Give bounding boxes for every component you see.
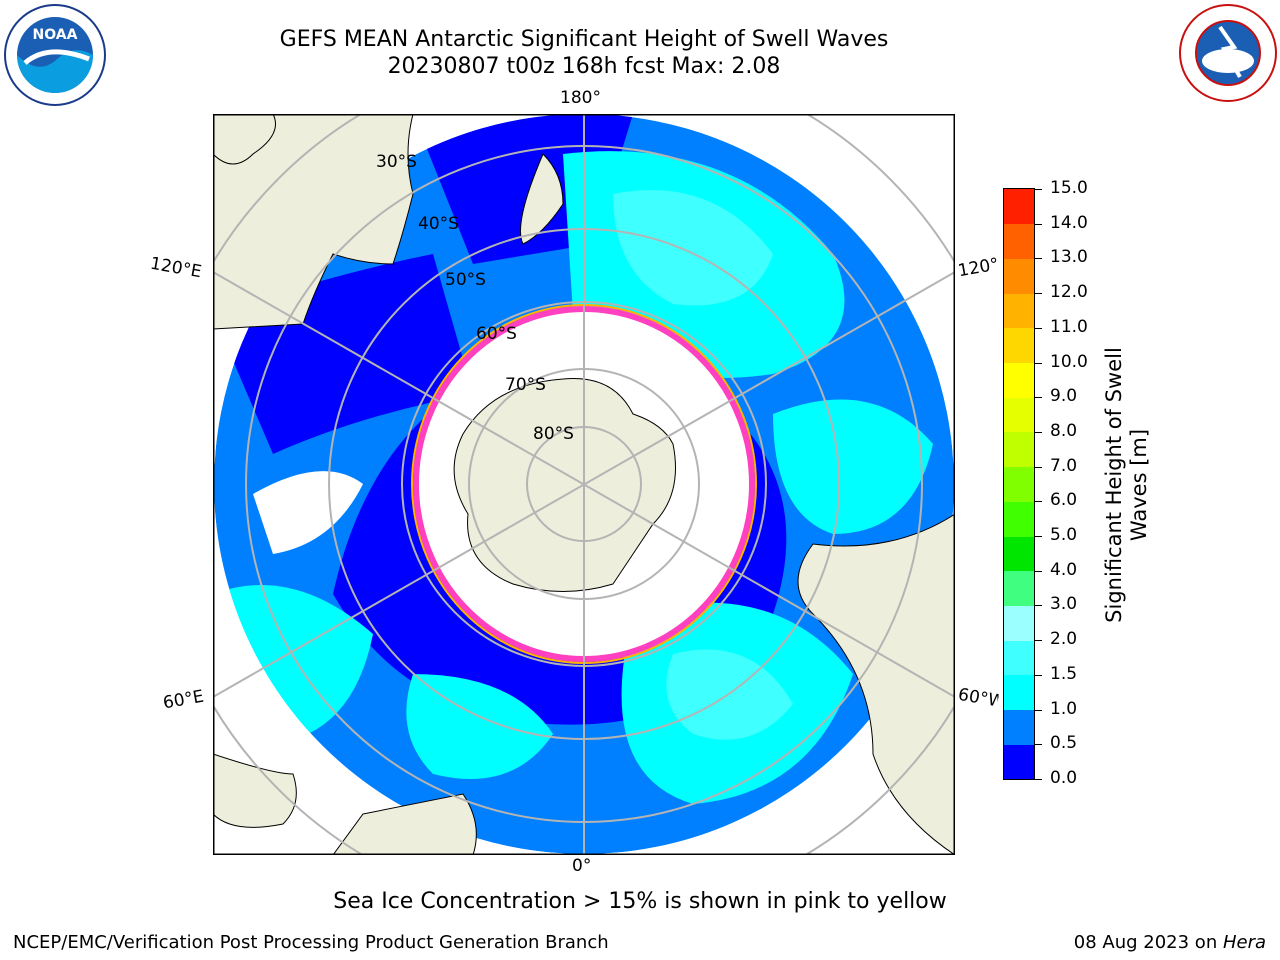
colorbar-tick: [1034, 674, 1042, 676]
colorbar-title-line1: Significant Height of Swell: [1102, 347, 1126, 623]
colorbar-segment: [1004, 189, 1034, 225]
colorbar-segment: [1004, 570, 1034, 606]
map-title: GEFS MEAN Antarctic Significant Height o…: [279, 27, 889, 52]
lon-label-120e: 120°E: [148, 253, 204, 283]
colorbar-tick: [1034, 258, 1042, 260]
colorbar-title-line2: Waves [m]: [1127, 428, 1151, 542]
lon-label-60w: 60°W: [956, 684, 1000, 712]
lat-label-60s: 60°S: [476, 324, 517, 344]
colorbar-tick-label: 1.0: [1050, 698, 1078, 719]
colorbar-tick: [1034, 640, 1042, 642]
colorbar-tick-label: 13.0: [1050, 247, 1088, 268]
colorbar-segment: [1004, 536, 1034, 572]
lat-label-30s: 30°S: [376, 152, 417, 172]
colorbar-tick: [1034, 189, 1042, 190]
colorbar-tick: [1034, 397, 1042, 399]
lon-label-120w: 120°W: [956, 254, 1000, 282]
colorbar-tick: [1034, 223, 1042, 225]
colorbar-tick-label: 2.0: [1050, 629, 1078, 650]
colorbar-tick: [1034, 327, 1042, 329]
colorbar-tick: [1034, 570, 1042, 572]
lat-label-80s: 80°S: [533, 424, 574, 444]
colorbar-segment: [1004, 327, 1034, 364]
lat-label-50s: 50°S: [445, 270, 486, 290]
lon-label-0: 0°: [572, 856, 592, 876]
noaa-logo-text: NOAA: [33, 27, 78, 43]
colorbar-segment: [1004, 640, 1034, 676]
colorbar-segment: [1004, 397, 1034, 433]
footer-credit: NCEP/EMC/Verification Post Processing Pr…: [13, 932, 609, 953]
lon-label-60e: 60°E: [161, 686, 206, 714]
lon-label-180: 180°: [560, 88, 601, 108]
colorbar: [1003, 188, 1035, 780]
colorbar-segment: [1004, 501, 1034, 537]
colorbar-tick: [1034, 501, 1042, 503]
footer-date-text: 08 Aug 2023 on: [1073, 932, 1223, 953]
colorbar-tick-label: 4.0: [1050, 559, 1078, 580]
lat-label-40s: 40°S: [418, 214, 459, 234]
sea-ice-note: Sea Ice Concentration > 15% is shown in …: [333, 889, 947, 914]
colorbar-segment: [1004, 605, 1034, 641]
colorbar-tick-label: 14.0: [1050, 212, 1088, 233]
colorbar-tick-label: 8.0: [1050, 420, 1078, 441]
colorbar-tick: [1034, 709, 1042, 711]
colorbar-tick-label: 10.0: [1050, 351, 1088, 372]
colorbar-tick-label: 12.0: [1050, 282, 1088, 303]
colorbar-tick-label: 1.5: [1050, 663, 1078, 684]
colorbar-tick-label: 0.5: [1050, 733, 1078, 754]
colorbar-tick: [1034, 431, 1042, 433]
colorbar-tick: [1034, 536, 1042, 538]
land: [213, 114, 955, 855]
colorbar-segment: [1004, 466, 1034, 502]
colorbar-tick: [1034, 605, 1042, 607]
colorbar-tick-label: 6.0: [1050, 490, 1078, 511]
colorbar-tick-label: 15.0: [1050, 178, 1088, 198]
lat-label-70s: 70°S: [505, 375, 546, 395]
colorbar-tick: [1034, 779, 1042, 780]
footer-host: Hera: [1222, 932, 1266, 953]
graticule: [213, 114, 955, 855]
colorbar-tick: [1034, 466, 1042, 468]
colorbar-tick: [1034, 293, 1042, 295]
colorbar-tick: [1034, 362, 1042, 364]
footer-date: 08 Aug 2023 on Hera: [1074, 932, 1266, 953]
colorbar-segment: [1004, 744, 1034, 780]
colorbar-segment: [1004, 258, 1034, 294]
colorbar-segment: [1004, 362, 1034, 398]
colorbar-tick-label: 3.0: [1050, 594, 1078, 615]
noaa-logo: NOAA: [4, 4, 106, 106]
colorbar-tick-label: 9.0: [1050, 386, 1078, 407]
colorbar-tick-label: 0.0: [1050, 768, 1078, 788]
colorbar-tick-label: 7.0: [1050, 455, 1078, 476]
polar-map: [213, 114, 955, 855]
colorbar-segment: [1004, 223, 1034, 259]
colorbar-segment: [1004, 293, 1034, 329]
colorbar-segment: [1004, 431, 1034, 468]
map-subtitle: 20230807 t00z 168h fcst Max: 2.08: [387, 54, 781, 79]
colorbar-tick-label: 5.0: [1050, 525, 1078, 546]
colorbar-title: Significant Height of Swell Waves [m]: [1102, 235, 1152, 735]
colorbar-segment: [1004, 674, 1034, 711]
colorbar-segment: [1004, 709, 1034, 745]
colorbar-tick: [1034, 744, 1042, 746]
colorbar-tick-label: 11.0: [1050, 316, 1088, 337]
nws-logo: [1179, 4, 1277, 102]
